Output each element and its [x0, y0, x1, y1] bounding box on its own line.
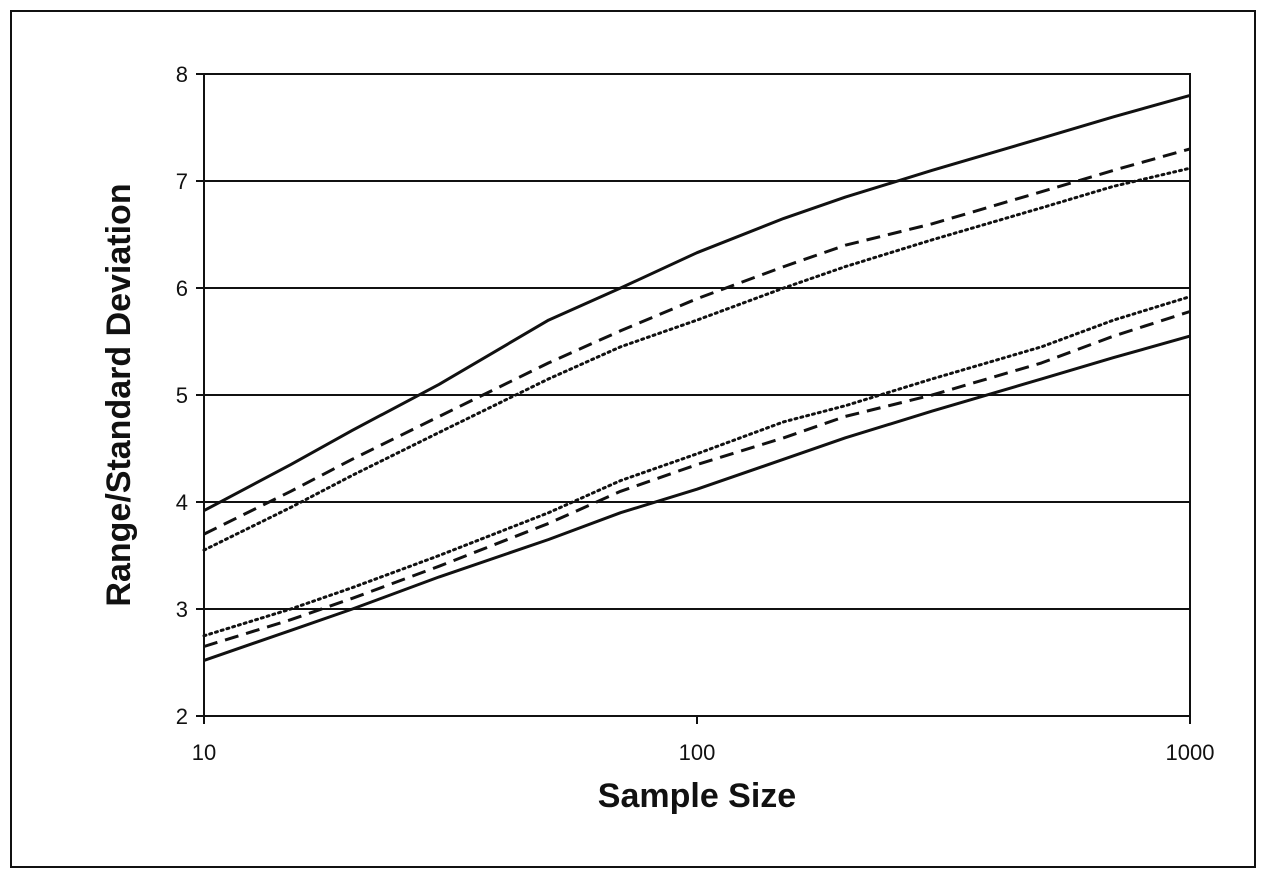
y-tick-label: 2 — [176, 704, 188, 729]
y-tick-label: 3 — [176, 597, 188, 622]
chart-frame: 10 100 1000 2 3 4 5 6 7 8 Sample Size Range/Stan… — [10, 10, 1256, 868]
y-axis-title: Range/Standard Deviation — [100, 183, 138, 606]
y-tick-labels: 2 3 4 5 6 7 8 — [176, 62, 188, 729]
plot-area-border — [203, 73, 1191, 717]
series-line-5-dashed — [203, 310, 1191, 648]
x-tick-label: 100 — [679, 740, 716, 765]
y-tick-label: 8 — [176, 62, 188, 87]
series-line-3-dotted — [202, 166, 1192, 552]
y-tick-label: 6 — [176, 276, 188, 301]
x-axis-title: Sample Size — [598, 777, 796, 815]
series-line-6-solid — [203, 334, 1191, 662]
series-line-4-dotted — [202, 295, 1192, 638]
x-tick-label: 10 — [192, 740, 216, 765]
y-tick-label: 5 — [176, 383, 188, 408]
x-tick-labels: 10 100 1000 — [192, 740, 1215, 765]
series-line-2-dashed — [203, 147, 1191, 536]
series-line-1-solid — [203, 93, 1191, 512]
x-tick-label: 1000 — [1166, 740, 1215, 765]
series-lines — [202, 93, 1192, 662]
y-tick-label: 7 — [176, 169, 188, 194]
y-tick-label: 4 — [176, 490, 188, 515]
line-chart: 10 100 1000 2 3 4 5 6 7 8 Sample Size Range/Stan… — [100, 62, 1215, 815]
gridlines — [196, 73, 1191, 724]
